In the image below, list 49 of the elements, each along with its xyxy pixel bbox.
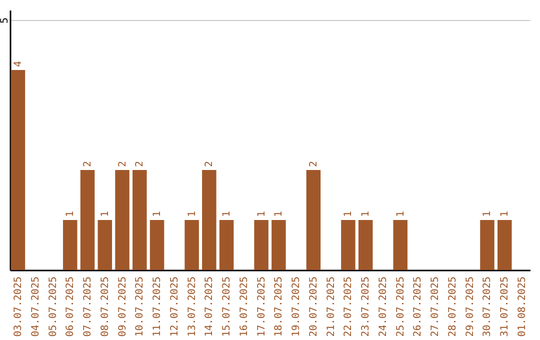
x-tick-label: 24.07.2025 [378, 276, 389, 337]
x-tick-label: 17.07.2025 [256, 276, 268, 337]
x-tick-label: 16.07.2025 [238, 276, 250, 337]
data-label: 1 [500, 210, 511, 217]
data-label: 2 [82, 160, 94, 167]
x-tick-label: 25.07.2025 [395, 276, 406, 337]
x-tick-label: 05.07.2025 [48, 276, 59, 337]
x-tick-label: 22.07.2025 [343, 276, 354, 337]
x-tick-label: 31.07.2025 [500, 276, 511, 337]
x-tick-label: 28.07.2025 [447, 276, 458, 337]
data-label: 1 [65, 210, 76, 217]
data-label: 1 [343, 210, 354, 217]
x-tick-label: 12.07.2025 [169, 276, 180, 337]
x-tick-label: 09.07.2025 [117, 276, 128, 337]
data-label: 2 [134, 160, 146, 167]
x-tick-label: 08.07.2025 [100, 276, 111, 337]
x-tick-label: 11.07.2025 [152, 276, 164, 337]
x-tick-label: 01.08.2025 [517, 276, 528, 337]
data-label: 2 [117, 160, 128, 167]
x-tick-label: 23.07.2025 [360, 276, 372, 337]
x-tick-label: 18.07.2025 [274, 276, 285, 337]
x-tick-label: 04.07.2025 [30, 276, 42, 337]
x-tick-label: 10.07.2025 [134, 276, 146, 337]
x-tick-label: 26.07.2025 [412, 276, 424, 337]
x-tick-label: 03.07.2025 [12, 276, 24, 337]
data-label: 2 [204, 160, 216, 167]
x-tick-label: 07.07.2025 [82, 276, 94, 337]
data-label: 1 [360, 210, 372, 217]
data-label: 1 [274, 210, 285, 217]
data-label: 1 [482, 210, 494, 217]
x-tick-label: 15.07.2025 [222, 276, 233, 337]
data-label: 1 [222, 210, 233, 217]
y-tick-label: 5 [0, 17, 10, 24]
x-tick-label: 14.07.2025 [204, 276, 216, 337]
data-label: 1 [395, 210, 406, 217]
data-label: 2 [308, 160, 320, 167]
x-tick-label: 21.07.2025 [326, 276, 337, 337]
data-label: 1 [256, 210, 268, 217]
data-label: 4 [12, 60, 24, 67]
data-label: 1 [186, 210, 198, 217]
x-tick-label: 30.07.2025 [482, 276, 494, 337]
x-tick-label: 06.07.2025 [65, 276, 76, 337]
x-tick-label: 29.07.2025 [464, 276, 476, 337]
data-label: 1 [152, 210, 164, 217]
x-tick-label: 13.07.2025 [186, 276, 198, 337]
x-tick-label: 27.07.2025 [430, 276, 442, 337]
data-label: 1 [100, 210, 111, 217]
x-tick-label: 20.07.2025 [308, 276, 320, 337]
x-tick-label: 19.07.2025 [291, 276, 302, 337]
